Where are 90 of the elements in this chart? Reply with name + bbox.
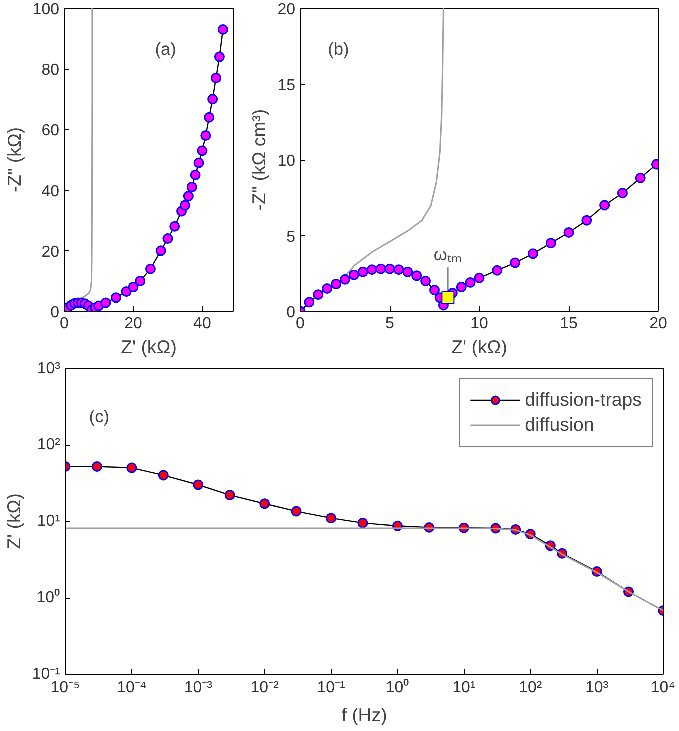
x-tick-label: 40 (194, 316, 212, 332)
point (376, 264, 386, 274)
x-tick-label: 20 (124, 316, 142, 332)
point (110, 292, 122, 304)
point (183, 191, 194, 202)
y-tick-label: 20 (278, 2, 296, 18)
point (197, 146, 208, 156)
point (430, 285, 440, 296)
point (384, 264, 396, 274)
y-tick-label: 10² (37, 436, 62, 454)
x-tick-label: 10² (519, 680, 543, 696)
point (204, 112, 215, 123)
point (145, 264, 156, 274)
x-tick-label: 10⁻² (250, 680, 280, 696)
x-tick-label: 10⁰ (386, 678, 410, 696)
point (420, 276, 432, 286)
point (190, 170, 201, 180)
point (186, 182, 198, 193)
legend-label: diffusion (525, 414, 594, 436)
x-tick-label: 5 (386, 316, 395, 332)
x-tick-label: 20 (650, 316, 668, 332)
point (492, 265, 503, 276)
x-axis-title: Z' (kΩ) (452, 336, 508, 358)
point (412, 270, 422, 282)
point (600, 200, 610, 211)
point (358, 266, 368, 278)
x-tick-label: 10⁻¹ (317, 680, 346, 696)
x-tick-label: 10 (470, 316, 488, 332)
y-tick-label: 10⁰ (36, 588, 60, 606)
y-tick-label: 80 (42, 62, 60, 80)
point (617, 188, 628, 199)
point (394, 264, 404, 276)
point (331, 278, 342, 290)
y-tick-label: 5 (286, 228, 296, 246)
annotation: (b) (328, 38, 350, 59)
point (465, 277, 476, 288)
x-tick-label: 15 (560, 316, 578, 332)
y-tick-label: 20 (42, 244, 60, 261)
x-axis-title: f (Hz) (342, 704, 388, 726)
point (348, 270, 360, 280)
point (564, 227, 574, 238)
point (200, 130, 212, 141)
y-tick-label: 60 (42, 122, 60, 140)
point (214, 52, 225, 62)
point (474, 272, 485, 284)
point (366, 264, 378, 276)
point (211, 72, 222, 84)
x-tick-label: 10³ (585, 680, 610, 696)
y-axis-title: Z' (kΩ) (3, 494, 24, 550)
x-tick-label: 10¹ (452, 680, 476, 696)
point (156, 246, 166, 256)
point (180, 200, 190, 211)
annotation: (c) (89, 406, 110, 426)
point (582, 215, 592, 226)
point (340, 274, 350, 285)
point (322, 284, 333, 294)
point (402, 266, 414, 278)
x-tick-label: 10⁻⁴ (117, 680, 147, 696)
y-axis-title: -Z" (kΩ) (4, 127, 25, 193)
point (546, 238, 556, 249)
y-tick-label: 10¹ (37, 513, 60, 530)
y-axis-title: -Z" (kΩ cm³) (248, 109, 270, 211)
point (635, 172, 646, 184)
y-tick-label: 10³ (37, 360, 62, 378)
x-tick-label: 10⁻³ (184, 680, 214, 696)
y-tick-label: 40 (42, 183, 60, 200)
point (442, 291, 455, 304)
point (218, 24, 228, 35)
point (100, 298, 112, 308)
point (162, 234, 174, 244)
y-tick-label: 100 (32, 2, 60, 18)
point (304, 297, 315, 308)
y-tick-label: 0 (50, 304, 60, 322)
point (135, 276, 146, 286)
legend-label: diffusion-traps (525, 389, 642, 411)
x-axis-title: Z' (kΩ) (121, 336, 177, 358)
x-tick-label: 10⁴ (650, 680, 676, 696)
point (528, 248, 538, 260)
point (128, 282, 139, 292)
y-tick-label: 0 (286, 304, 296, 322)
y-tick-label: 10 (278, 153, 296, 170)
y-tick-label: 15 (278, 77, 296, 94)
point (170, 221, 180, 232)
point (313, 290, 324, 300)
annotation: (a) (155, 38, 176, 59)
point (456, 282, 467, 292)
point (208, 94, 218, 105)
annotation: ωₜₘ (434, 244, 462, 265)
point (194, 158, 204, 168)
point (510, 258, 521, 268)
